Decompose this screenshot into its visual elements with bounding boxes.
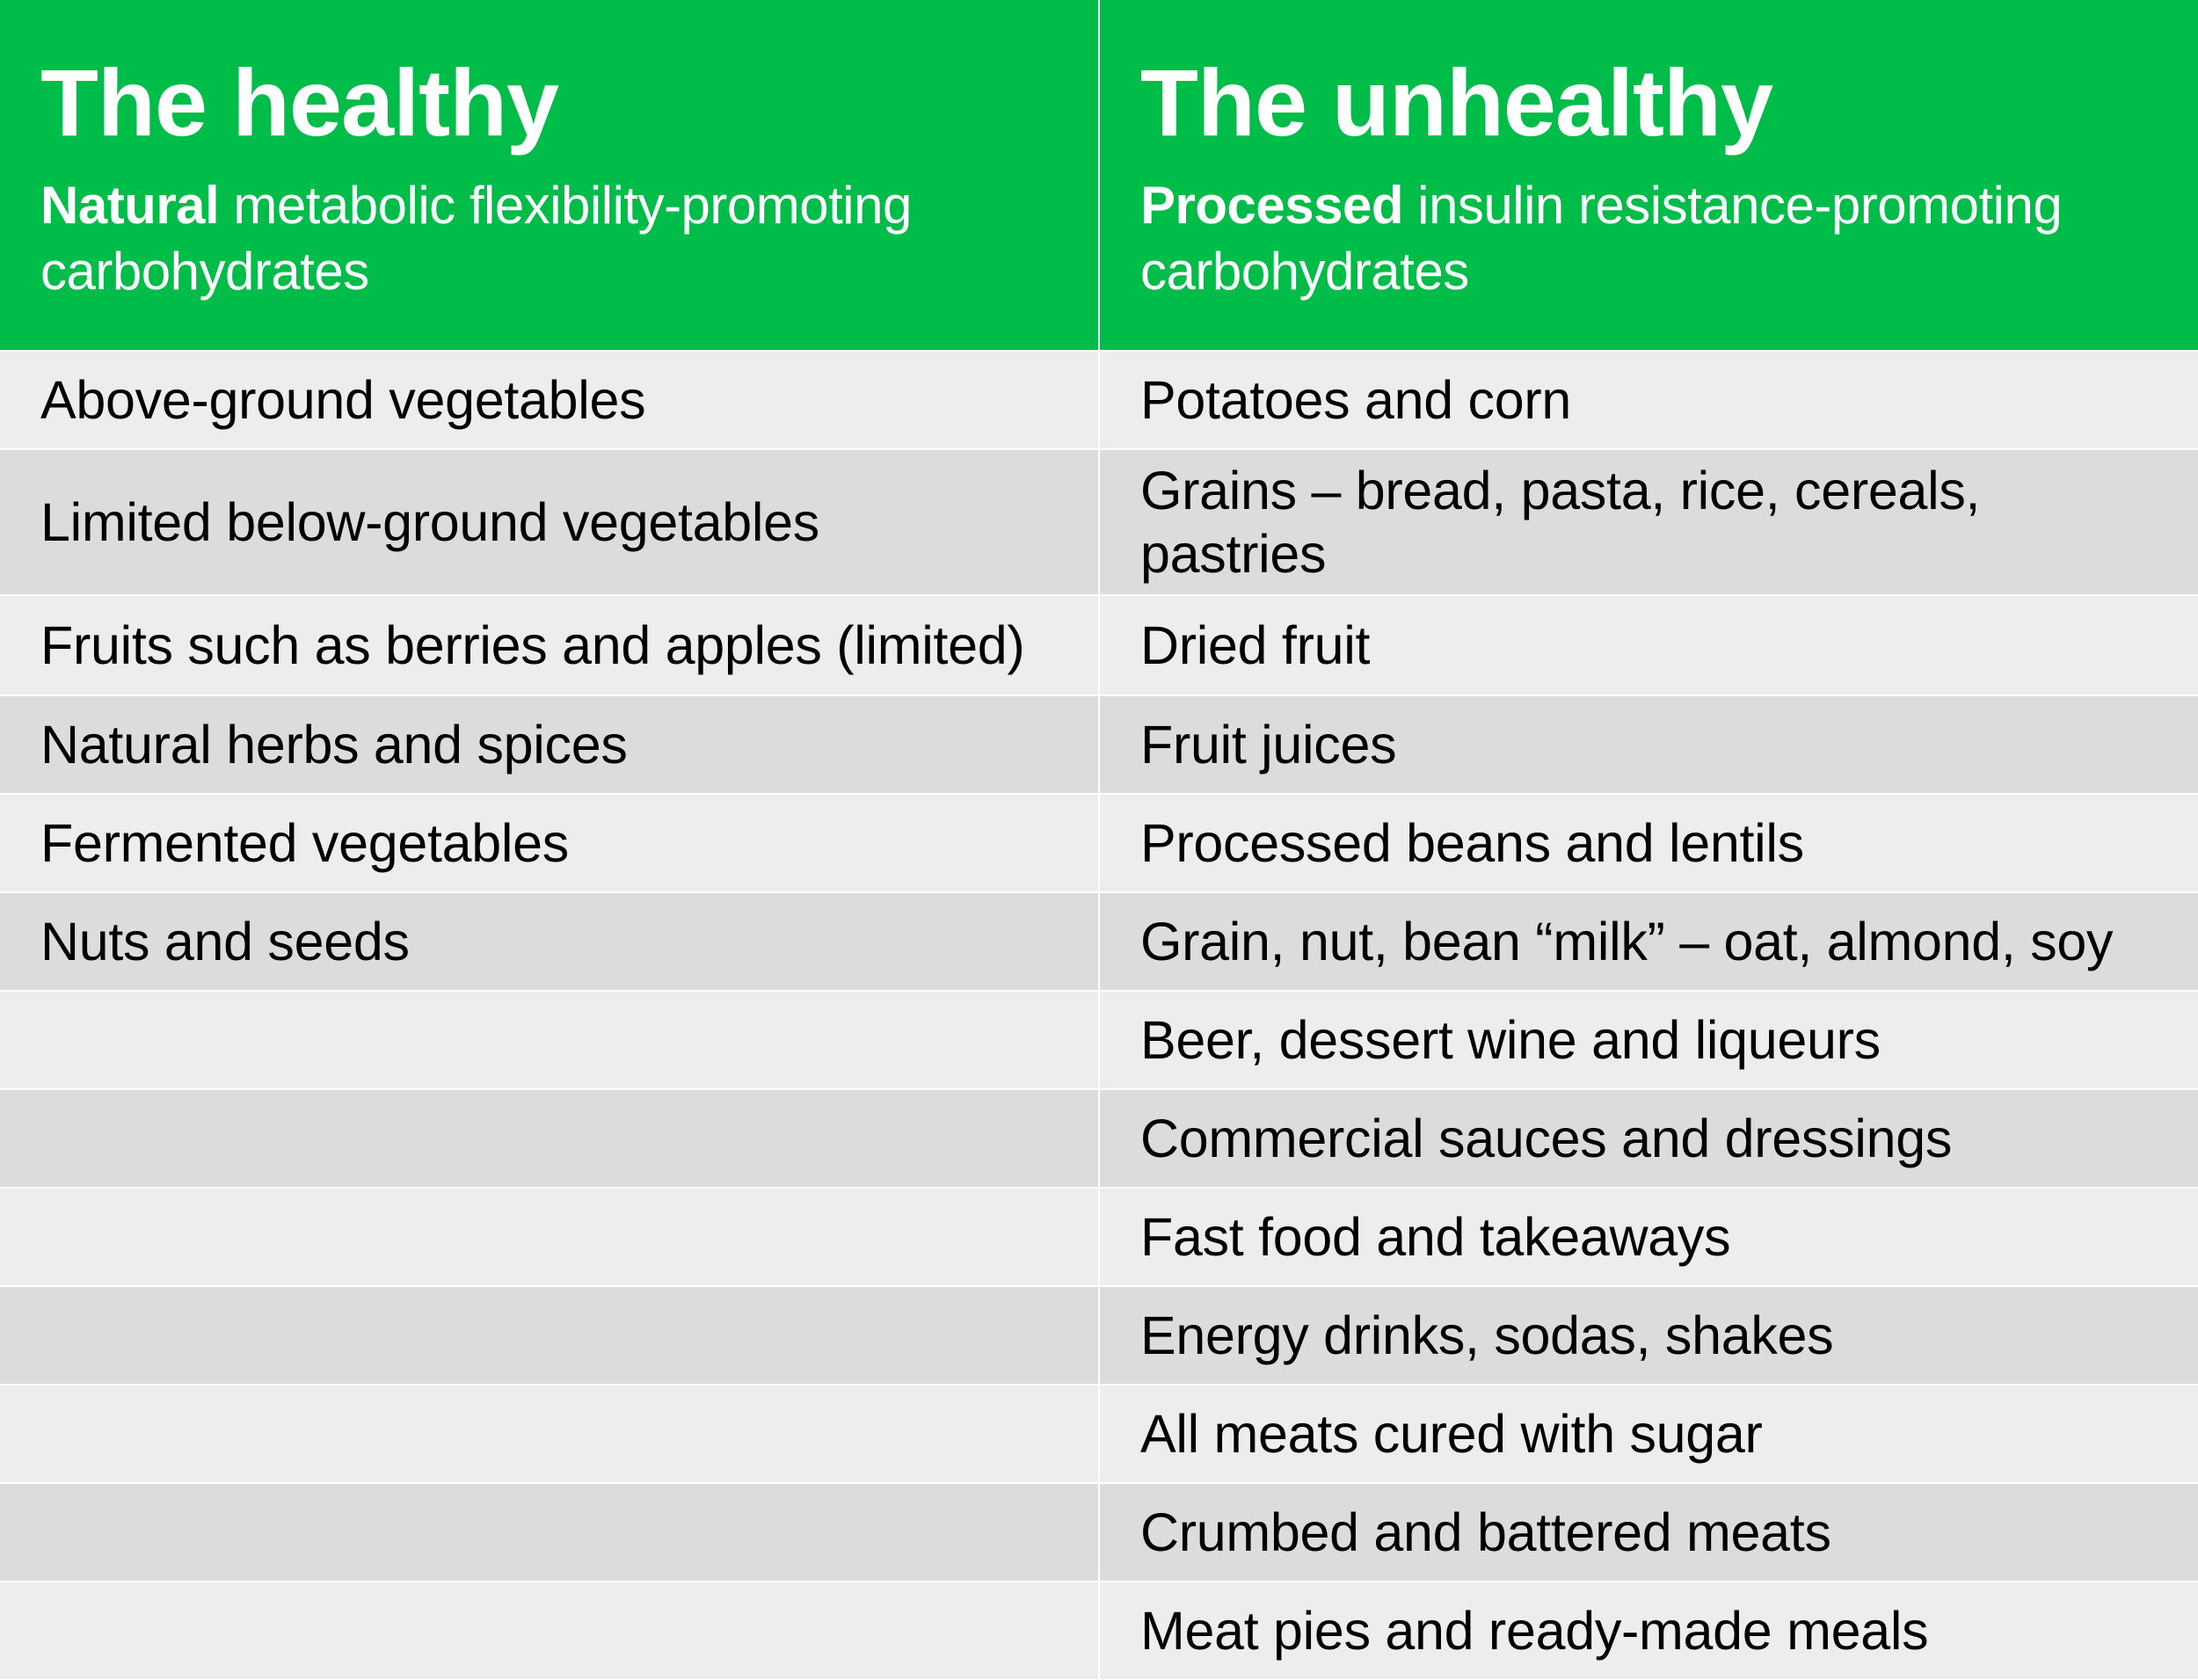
healthy-cell	[0, 1090, 1098, 1187]
unhealthy-cell: All meats cured with sugar	[1098, 1385, 2198, 1482]
unhealthy-cell: Energy drinks, sodas, shakes	[1098, 1287, 2198, 1384]
unhealthy-cell: Processed beans and lentils	[1098, 795, 2198, 891]
subtitle-rest-healthy: metabolic flexibility-promoting carbohyd…	[40, 176, 912, 301]
unhealthy-cell: Grains – bread, pasta, rice, cereals, pa…	[1098, 450, 2198, 594]
unhealthy-cell: Beer, dessert wine and liqueurs	[1098, 992, 2198, 1088]
header-unhealthy: The unhealthy Processed insulin resistan…	[1098, 0, 2198, 350]
healthy-cell	[0, 1287, 1098, 1384]
header-healthy: The healthy Natural metabolic flexibilit…	[0, 0, 1098, 350]
unhealthy-cell: Meat pies and ready-made meals	[1098, 1582, 2198, 1679]
header-title-unhealthy: The unhealthy	[1140, 49, 1773, 156]
unhealthy-cell: Fast food and takeaways	[1098, 1189, 2198, 1285]
healthy-cell: Fermented vegetables	[0, 795, 1098, 891]
healthy-cell: Above-ground vegetables	[0, 352, 1098, 448]
healthy-cell: Nuts and seeds	[0, 893, 1098, 990]
subtitle-bold-healthy: Natural	[40, 176, 220, 235]
healthy-cell: Fruits such as berries and apples (limit…	[0, 596, 1098, 695]
unhealthy-cell: Dried fruit	[1098, 596, 2198, 695]
healthy-cell	[0, 1484, 1098, 1581]
header-title-healthy: The healthy	[40, 49, 559, 156]
unhealthy-cell: Potatoes and corn	[1098, 352, 2198, 448]
healthy-cell	[0, 1582, 1098, 1679]
unhealthy-cell: Crumbed and battered meats	[1098, 1484, 2198, 1581]
header-subtitle-unhealthy: Processed insulin resistance-promoting c…	[1140, 172, 2163, 304]
healthy-cell	[0, 1385, 1098, 1482]
subtitle-rest-unhealthy: insulin resistance-promoting carbohydrat…	[1140, 176, 2063, 301]
healthy-cell: Natural herbs and spices	[0, 696, 1098, 793]
healthy-cell: Limited below-ground vegetables	[0, 450, 1098, 594]
unhealthy-cell: Fruit juices	[1098, 696, 2198, 793]
healthy-cell	[0, 1189, 1098, 1285]
healthy-cell	[0, 992, 1098, 1088]
header-subtitle-healthy: Natural metabolic flexibility-promoting …	[40, 172, 1063, 304]
subtitle-bold-unhealthy: Processed	[1140, 176, 1404, 235]
unhealthy-cell: Grain, nut, bean “milk” – oat, almond, s…	[1098, 893, 2198, 990]
unhealthy-cell: Commercial sauces and dressings	[1098, 1090, 2198, 1187]
